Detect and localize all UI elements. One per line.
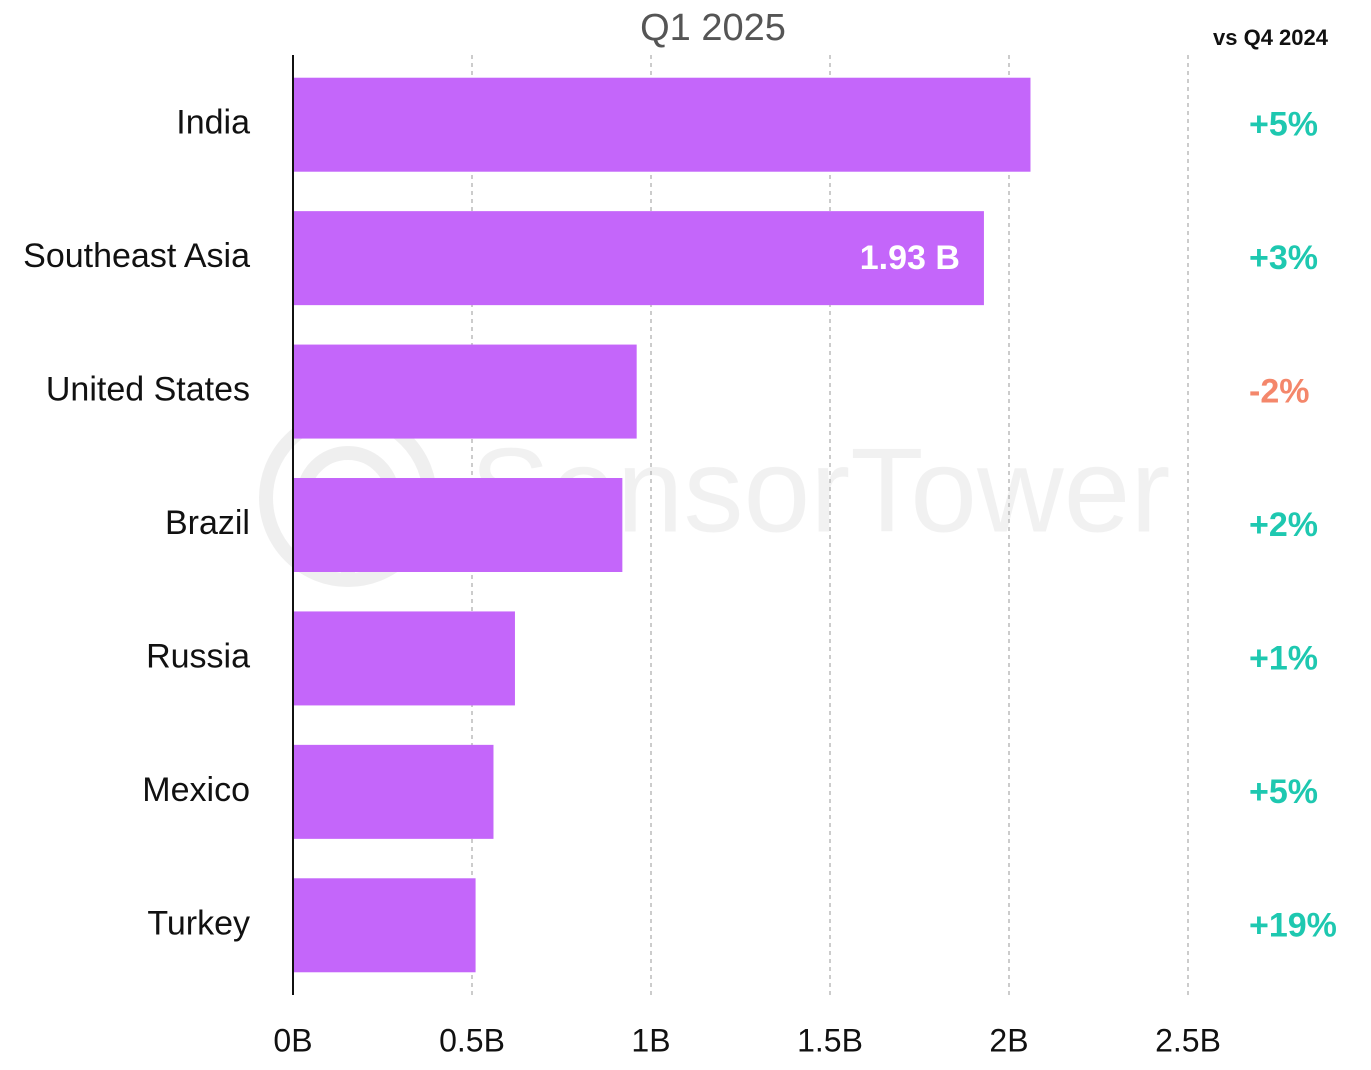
y-tick-label: Mexico bbox=[142, 771, 250, 809]
change-label: -2% bbox=[1249, 373, 1309, 411]
change-label: +1% bbox=[1249, 639, 1318, 677]
y-tick-label: Russia bbox=[146, 637, 250, 675]
chart-title: Q1 2025 bbox=[640, 7, 786, 49]
bar bbox=[293, 611, 515, 706]
bar bbox=[293, 211, 984, 306]
y-tick-label: India bbox=[176, 104, 250, 142]
x-tick-label: 2.5B bbox=[1155, 1022, 1221, 1058]
change-header: vs Q4 2024 bbox=[1213, 25, 1329, 50]
bar bbox=[293, 344, 637, 439]
change-label: +5% bbox=[1249, 106, 1318, 144]
change-label: +2% bbox=[1249, 506, 1318, 544]
change-label: +19% bbox=[1249, 906, 1337, 944]
value-label: 1.93 B bbox=[860, 239, 960, 277]
bar bbox=[293, 744, 494, 839]
y-tick-label: Southeast Asia bbox=[23, 237, 250, 275]
bar bbox=[293, 77, 1031, 172]
y-tick-label: Brazil bbox=[165, 504, 250, 542]
x-tick-label: 2B bbox=[989, 1022, 1028, 1058]
x-tick-label: 0B bbox=[273, 1022, 312, 1058]
x-tick-label: 0.5B bbox=[439, 1022, 505, 1058]
change-label: +3% bbox=[1249, 239, 1318, 277]
bar bbox=[293, 478, 623, 572]
y-tick-label: United States bbox=[46, 371, 250, 409]
y-tick-label: Turkey bbox=[147, 904, 250, 942]
x-tick-label: 1.5B bbox=[797, 1022, 863, 1058]
x-tick-label: 1B bbox=[631, 1022, 670, 1058]
change-label: +5% bbox=[1249, 773, 1318, 811]
bar bbox=[293, 878, 476, 973]
